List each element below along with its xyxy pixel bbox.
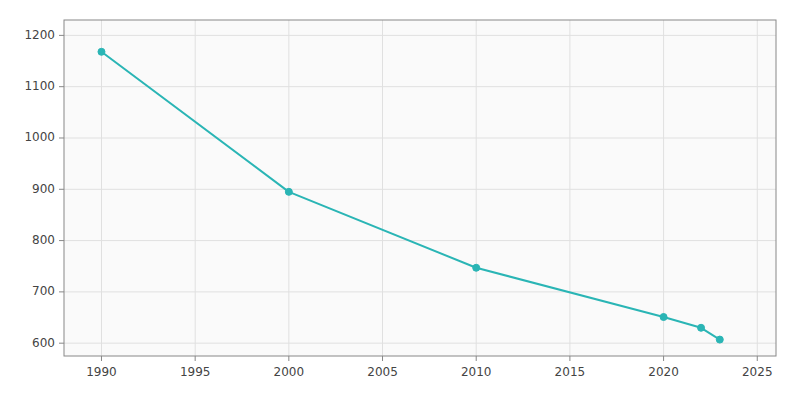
y-tick-label: 1000	[24, 130, 55, 144]
y-grid-line	[64, 137, 776, 138]
x-grid-line	[663, 20, 664, 356]
y-grid-line	[64, 343, 776, 344]
x-tick-label: 2005	[367, 365, 398, 379]
y-tick-label: 600	[32, 336, 55, 350]
y-grid-line	[64, 86, 776, 87]
y-tick	[59, 137, 64, 138]
x-tick-label: 1995	[180, 365, 211, 379]
series	[98, 48, 723, 343]
axes: 600 700 800 900 1000 1100 1200 1990 1995 2000 2005…	[24, 20, 776, 379]
y-tick	[59, 291, 64, 292]
x-grid-line	[757, 20, 758, 356]
y-tick-label: 900	[32, 182, 55, 196]
y-tick	[59, 343, 64, 344]
y-tick-label: 1200	[24, 28, 55, 42]
y-tick	[59, 240, 64, 241]
y-tick	[59, 35, 64, 36]
grid	[64, 20, 776, 356]
x-tick-label: 2010	[461, 365, 492, 379]
x-tick	[195, 356, 196, 361]
y-tick-label: 800	[32, 233, 55, 247]
chart-container: 600 700 800 900 1000 1100 1200 1990 1995 2000 2005…	[0, 0, 800, 400]
x-tick	[476, 356, 477, 361]
x-tick	[757, 356, 758, 361]
x-grid-line	[195, 20, 196, 356]
data-line	[101, 52, 719, 340]
x-tick-label: 2000	[274, 365, 305, 379]
y-tick	[59, 86, 64, 87]
x-tick-label: 2015	[555, 365, 586, 379]
x-tick	[101, 356, 102, 361]
x-tick	[569, 356, 570, 361]
chart-svg: 600 700 800 900 1000 1100 1200 1990 1995 2000 2005…	[0, 0, 800, 400]
data-point	[285, 188, 292, 195]
y-tick-label: 1100	[24, 79, 55, 93]
y-grid-line	[64, 240, 776, 241]
plot-background	[64, 20, 776, 356]
data-point	[98, 48, 105, 55]
y-tick-label: 700	[32, 284, 55, 298]
data-point	[716, 336, 723, 343]
data-point	[698, 324, 705, 331]
x-tick-label: 1990	[86, 365, 117, 379]
x-grid-line	[382, 20, 383, 356]
y-grid-line	[64, 291, 776, 292]
x-tick	[382, 356, 383, 361]
x-grid-line	[569, 20, 570, 356]
y-grid-line	[64, 189, 776, 190]
x-grid-line	[101, 20, 102, 356]
data-point	[473, 264, 480, 271]
x-tick-label: 2025	[742, 365, 773, 379]
y-grid-line	[64, 35, 776, 36]
x-tick	[663, 356, 664, 361]
x-grid-line	[476, 20, 477, 356]
y-tick	[59, 189, 64, 190]
x-tick	[288, 356, 289, 361]
plot-frame	[64, 20, 776, 356]
data-point	[660, 314, 667, 321]
x-tick-label: 2020	[648, 365, 679, 379]
